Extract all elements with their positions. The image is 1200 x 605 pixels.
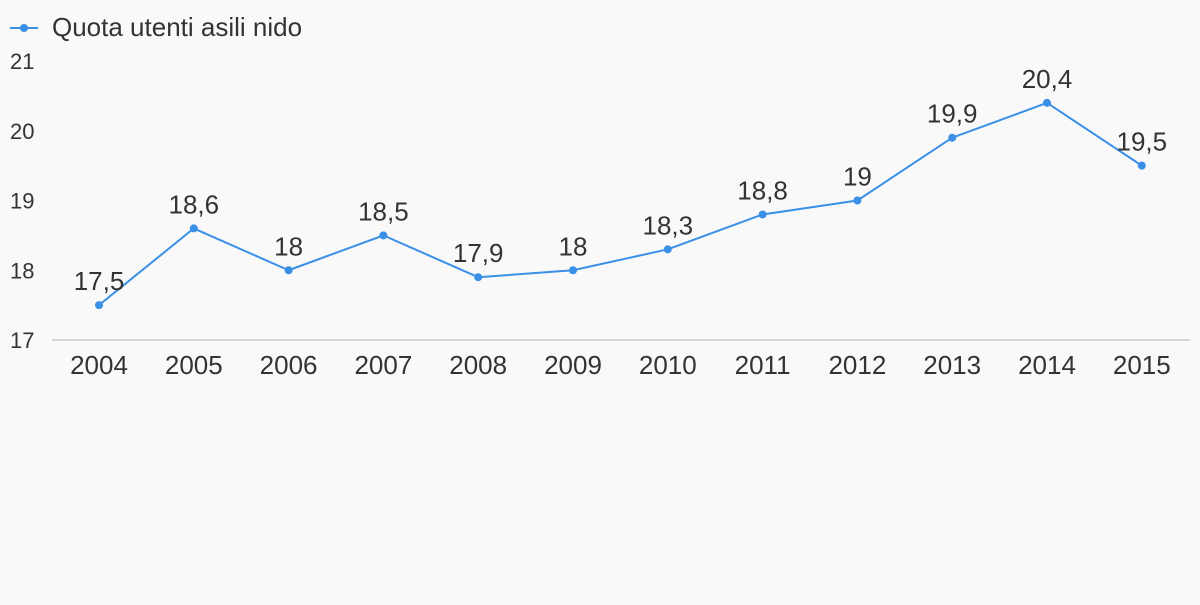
x-tick-label: 2007: [354, 350, 412, 380]
x-tick-label: 2006: [260, 350, 318, 380]
x-tick-label: 2011: [735, 350, 791, 380]
data-point[interactable]: [948, 133, 957, 142]
data-point[interactable]: [379, 231, 388, 240]
data-point[interactable]: [95, 301, 103, 310]
data-label: 17,5: [74, 266, 125, 296]
data-label: 18,8: [737, 175, 788, 205]
data-point[interactable]: [569, 266, 577, 275]
data-label: 18,5: [358, 196, 409, 226]
data-point[interactable]: [663, 245, 672, 254]
y-axis: 17 18 19 20 21: [10, 49, 34, 353]
legend: Quota utenti asili nido: [10, 12, 302, 42]
legend-label: Quota utenti asili nido: [52, 12, 302, 42]
data-label: 20,4: [1022, 64, 1073, 94]
x-tick-label: 2008: [449, 350, 507, 380]
data-label: 19,5: [1116, 127, 1167, 157]
data-point[interactable]: [284, 266, 293, 275]
x-tick-label: 2010: [639, 350, 697, 380]
legend-point-marker: [20, 24, 28, 32]
y-tick-label: 18: [10, 258, 34, 283]
data-label: 18: [274, 231, 303, 261]
data-label: 17,9: [453, 238, 504, 268]
x-tick-label: 2005: [165, 350, 223, 380]
data-label: 18,6: [168, 189, 219, 219]
x-tick-label: 2014: [1018, 350, 1076, 380]
data-label: 18,3: [642, 210, 693, 240]
data-point[interactable]: [853, 196, 862, 205]
y-tick-label: 21: [10, 49, 34, 74]
data-label: 18: [559, 231, 588, 261]
data-point[interactable]: [189, 224, 198, 233]
x-tick-label: 2004: [70, 350, 128, 380]
x-tick-label: 2012: [828, 350, 886, 380]
x-tick-label: 2009: [544, 350, 602, 380]
x-axis: 2004 2005 2006 2007 2008 2009 2010 2011 2012 2013…: [52, 339, 1190, 380]
data-point[interactable]: [1043, 98, 1051, 107]
series-layer: 17,5 18,6 18 18,5 17,9 18 18,3 18,8 19 19,9 20,4 19…: [74, 64, 1167, 310]
data-point[interactable]: [758, 210, 767, 219]
data-point[interactable]: [474, 273, 483, 282]
series-line: [98, 101, 1143, 306]
data-label: 19: [843, 162, 872, 192]
x-tick-label: 2013: [923, 350, 981, 380]
y-tick-label: 19: [10, 189, 34, 214]
data-label: 19,9: [927, 99, 978, 129]
y-tick-label: 20: [10, 119, 34, 144]
data-point[interactable]: [1137, 161, 1146, 170]
y-tick-label: 17: [10, 328, 34, 353]
x-tick-label: 2015: [1113, 350, 1171, 380]
